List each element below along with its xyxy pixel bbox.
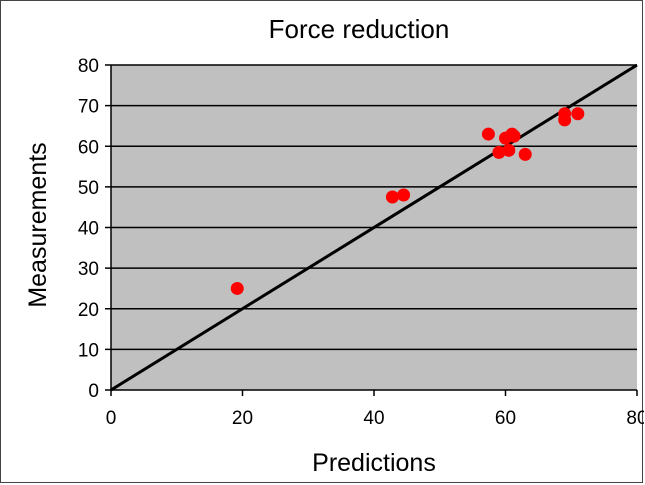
y-tick-label-10: 10 [78, 340, 99, 361]
data-point-4 [481, 127, 495, 141]
reference-line-layer [110, 63, 638, 392]
data-point-2 [385, 190, 399, 204]
y-tick-label-70: 70 [78, 97, 99, 118]
data-point-1 [230, 281, 244, 295]
data-point-9 [507, 129, 521, 143]
x-tick-label-80: 80 [626, 408, 644, 429]
y-tick-labels: 0 10 20 30 40 50 60 70 80 [78, 56, 99, 402]
y-tick-label-50: 50 [78, 178, 99, 199]
y-tick-label-0: 0 [88, 381, 99, 402]
data-point-7 [502, 143, 516, 157]
reference-line [110, 63, 638, 392]
y-tick-label-20: 20 [78, 300, 99, 321]
x-tick-labels: 0 20 40 60 80 [106, 408, 644, 429]
x-tick-label-60: 60 [495, 408, 516, 429]
y-tick-label-80: 80 [78, 56, 99, 77]
data-point-13 [571, 107, 585, 121]
data-point-10 [518, 147, 532, 161]
y-tick-label-30: 30 [78, 259, 99, 280]
y-tick-label-40: 40 [78, 219, 99, 240]
x-tick-label-0: 0 [106, 408, 117, 429]
axes [105, 64, 638, 396]
data-points [230, 107, 585, 295]
data-point-3 [397, 188, 411, 202]
gridlines [111, 64, 637, 351]
y-axis-label: Measurements [24, 142, 52, 307]
x-axis-label: Predictions [312, 449, 436, 477]
x-tick-label-20: 20 [232, 408, 253, 429]
y-tick-label-60: 60 [78, 137, 99, 158]
data-point-12 [558, 113, 572, 127]
data-point-5 [492, 145, 506, 159]
x-tick-label-40: 40 [363, 408, 384, 429]
chart-title: Force reduction [269, 14, 450, 44]
